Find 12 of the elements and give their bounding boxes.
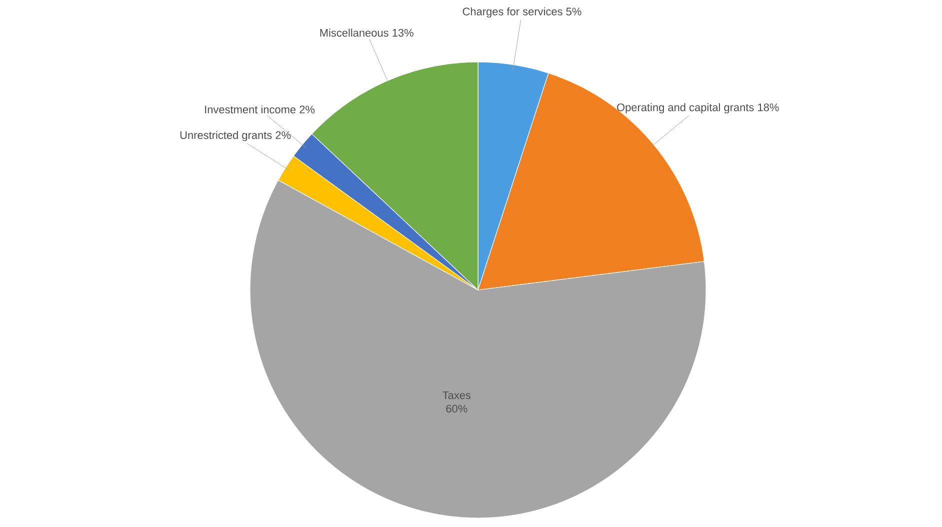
slice-label: Operating and capital grants [617,103,754,114]
slice-label: Unrestricted grants [180,130,272,142]
data-label: 60% [446,404,468,413]
slice-label: Charges for services [462,7,562,18]
data-label: 13% [392,28,414,37]
data-label: 18% [758,103,779,112]
data-label: 5% [566,8,582,16]
data-label: 2% [300,106,315,114]
slice-label: Taxes [442,391,471,400]
slice-label: Miscellaneous [320,28,388,37]
slice-label: Investment income [205,105,296,114]
data-label: 2% [276,131,291,139]
